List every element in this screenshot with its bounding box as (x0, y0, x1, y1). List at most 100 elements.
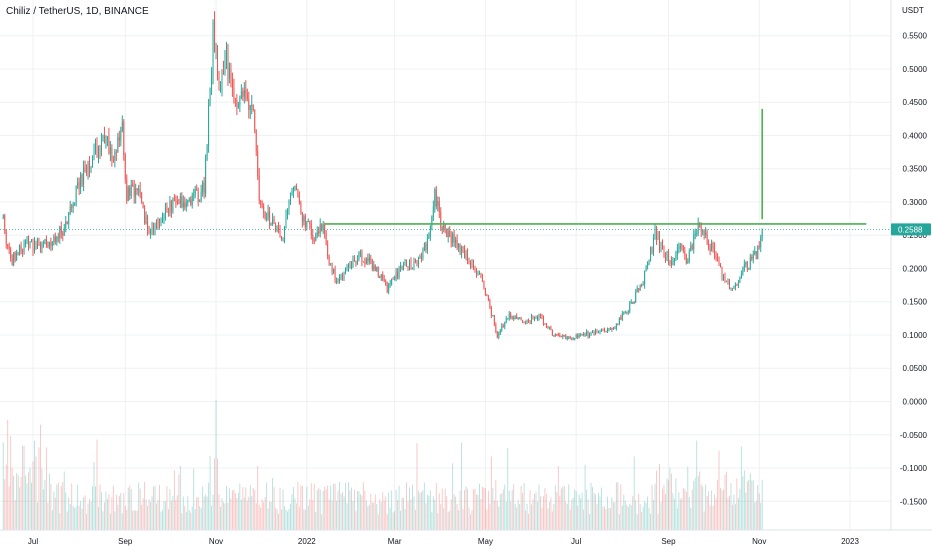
volume-bar (598, 492, 599, 530)
volume-bar (565, 501, 567, 530)
candle-body (476, 269, 477, 276)
candle-body (587, 331, 589, 337)
candle-body (633, 301, 635, 304)
volume-bar (675, 478, 677, 530)
volume-bar (437, 513, 439, 530)
volume-bar (102, 511, 104, 530)
price-tick-label: 0.2500 (903, 231, 928, 240)
volume-bar (581, 492, 583, 530)
candle-body (54, 236, 56, 243)
candle-body (358, 252, 360, 260)
candle-body (267, 211, 269, 219)
volume-bar (633, 456, 635, 530)
volume-bar (215, 400, 217, 530)
volume-bar (17, 475, 19, 530)
candle-body (203, 182, 205, 194)
candle-body (353, 259, 355, 262)
candle-body (425, 243, 427, 251)
volume-bar (377, 514, 379, 530)
volume-bar (656, 470, 657, 530)
candle-body (316, 231, 318, 235)
volume-bar (584, 464, 586, 530)
volume-bar (281, 509, 282, 530)
candle-body (739, 277, 741, 283)
volume-bar (374, 494, 376, 530)
candle-body (11, 258, 13, 266)
candle-body (450, 236, 452, 243)
price-tick-label: 0.3500 (903, 165, 928, 174)
candle-body (568, 336, 570, 338)
volume-bar (368, 504, 370, 530)
volume-bar (519, 504, 521, 530)
volume-bar (163, 500, 165, 530)
candle-body (502, 325, 504, 327)
volume-bar (200, 508, 202, 530)
volume-bar (343, 496, 345, 530)
volume-bar (758, 493, 760, 530)
volume-bar (410, 499, 412, 530)
volume-bar (359, 494, 361, 530)
candle-body (95, 143, 96, 150)
candle-body (23, 243, 25, 252)
candle-body (191, 194, 193, 205)
candle-body (224, 60, 226, 74)
volume-bar (237, 492, 239, 530)
candle-body (611, 327, 613, 330)
candle-body (226, 45, 227, 61)
volume-bar (345, 482, 346, 530)
candle-body (409, 260, 410, 271)
volume-bar (492, 487, 494, 530)
candle-body (34, 241, 35, 251)
candle-body (617, 323, 619, 325)
volume-bar (50, 483, 52, 530)
volume-bar (57, 482, 59, 530)
volume-bar (580, 498, 582, 530)
candle-body (45, 239, 47, 246)
volume-bar (720, 487, 721, 530)
candle-body (675, 254, 677, 259)
volume-bar (755, 500, 757, 530)
trend-annotations[interactable] (0, 108, 891, 230)
candle-body (708, 243, 710, 249)
volume-bar (443, 508, 445, 530)
volume-bar (609, 507, 611, 530)
volume-bar (118, 495, 120, 530)
volume-bar (545, 493, 547, 530)
candle-body (537, 317, 538, 319)
candle-body (298, 196, 300, 204)
volume-bar (37, 502, 38, 530)
volume-bar (315, 511, 317, 530)
candle-body (542, 317, 544, 324)
candle-body (39, 245, 41, 249)
candle-body (8, 246, 10, 250)
volume-bar (554, 485, 556, 530)
candle-body (260, 200, 262, 204)
volume-bar (11, 468, 13, 530)
candle-body (441, 227, 443, 229)
volume-bar (221, 498, 223, 530)
candle-body (391, 278, 393, 284)
volume-bar (44, 479, 46, 530)
candle-body (16, 253, 18, 261)
candle-body (647, 261, 649, 267)
candle-body (19, 245, 21, 255)
volume-bar (760, 502, 762, 530)
candle-body (604, 329, 605, 332)
candle-body (612, 327, 614, 329)
volume-bar (139, 488, 141, 530)
volume-bar (169, 489, 171, 530)
volume-bar (111, 497, 113, 530)
candle-body (348, 264, 349, 268)
candle-body (29, 242, 31, 246)
candle-body (538, 314, 540, 318)
candle-body (356, 259, 358, 265)
volume-bar (731, 504, 733, 530)
candle-body (248, 98, 250, 110)
candle-body (437, 201, 439, 206)
volume-bar (718, 450, 720, 530)
candle-body (355, 261, 357, 265)
candle-body (327, 244, 329, 257)
volume-bar (648, 507, 650, 530)
